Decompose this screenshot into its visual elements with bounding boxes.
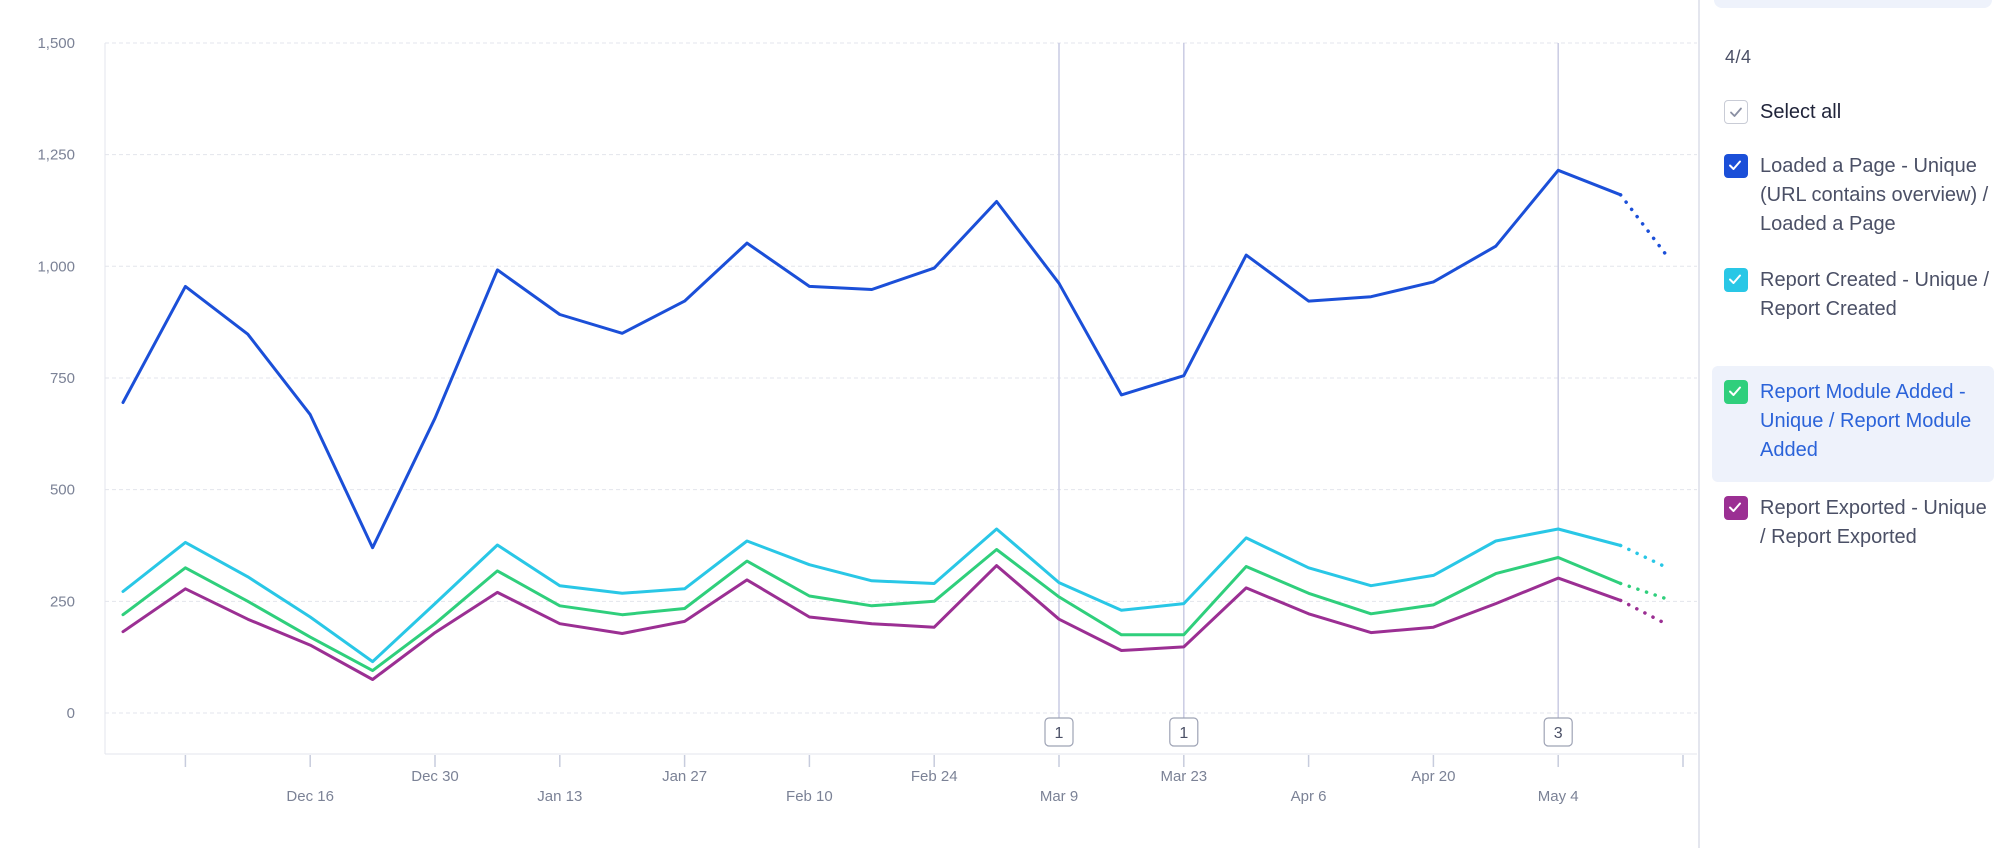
series-projection xyxy=(1618,598,1670,627)
x-tick-label: Feb 10 xyxy=(786,788,833,805)
y-tick-label: 1,000 xyxy=(37,258,75,275)
annotation-marker xyxy=(1543,717,1573,747)
y-tick-label: 500 xyxy=(50,482,75,499)
check-icon xyxy=(1729,160,1741,170)
legend-item-label: Report Exported - Unique / Report Export… xyxy=(1760,497,1987,548)
check-icon xyxy=(1729,386,1741,396)
x-tick-label: May 4 xyxy=(1538,788,1579,805)
annotation-marker xyxy=(1169,717,1199,747)
sidebar-divider xyxy=(1698,0,1700,848)
legend-checkbox[interactable] xyxy=(1724,380,1748,404)
check-icon xyxy=(1730,107,1742,117)
legend-item-report-created[interactable]: Report Created - Unique / Report Created xyxy=(1712,260,1994,356)
legend-item-label: Report Created - Unique / Report Created xyxy=(1760,269,1990,320)
x-tick-label: Apr 6 xyxy=(1291,788,1327,805)
select-all-label: Select all xyxy=(1760,101,1842,123)
annotation-label: 1 xyxy=(1179,725,1188,742)
chart-svg: 0 250 500 750 1,000 1,250 1,500 Dec 16 Dec 30 Jan… xyxy=(37,35,1697,805)
series-line xyxy=(121,564,1623,681)
legend-checkbox[interactable] xyxy=(1724,154,1748,178)
annotation-marker xyxy=(1044,717,1074,747)
y-tick-label: 250 xyxy=(50,593,75,610)
x-tick-label: Dec 30 xyxy=(411,768,459,785)
series-projection xyxy=(1618,543,1670,570)
select-all-checkbox[interactable] xyxy=(1724,100,1748,124)
annotation-label: 3 xyxy=(1554,725,1563,742)
legend-item-label: Loaded a Page - Unique (URL contains ove… xyxy=(1760,155,1989,235)
series-projection xyxy=(1618,193,1670,259)
x-tick-label: Mar 23 xyxy=(1160,768,1207,785)
legend-item-report-exported[interactable]: Report Exported - Unique / Report Export… xyxy=(1712,488,1994,584)
check-icon xyxy=(1729,274,1741,284)
y-tick-label: 1,250 xyxy=(37,147,75,164)
y-tick-label: 1,500 xyxy=(37,35,75,52)
x-tick-label: Mar 9 xyxy=(1040,788,1078,805)
panel-top-strip xyxy=(1714,0,1992,8)
x-tick-label: Jan 13 xyxy=(537,788,582,805)
legend-panel: 4/4 Select all Loaded a Page - Unique (U… xyxy=(1700,0,2000,848)
x-tick-label: Apr 20 xyxy=(1411,768,1455,785)
legend-checkbox[interactable] xyxy=(1724,496,1748,520)
series-line xyxy=(121,527,1623,664)
legend-item-label: Report Module Added - Unique / Report Mo… xyxy=(1760,381,1972,461)
series-projection xyxy=(1618,581,1670,601)
legend-item-loaded-a-page[interactable]: Loaded a Page - Unique (URL contains ove… xyxy=(1712,146,1994,242)
series-line xyxy=(121,548,1623,673)
series-line xyxy=(121,168,1623,550)
y-tick-label: 0 xyxy=(67,705,75,722)
series-count-label: 4/4 xyxy=(1725,47,1752,67)
legend-checkbox[interactable] xyxy=(1724,268,1748,292)
check-icon xyxy=(1729,502,1741,512)
x-tick-label: Jan 27 xyxy=(662,768,707,785)
y-tick-label: 750 xyxy=(50,370,75,387)
x-tick-label: Dec 16 xyxy=(286,788,334,805)
select-all-row[interactable]: Select all xyxy=(1712,92,1994,132)
line-chart: 0 250 500 750 1,000 1,250 1,500 Dec 16 Dec 30 Jan… xyxy=(37,35,1697,805)
x-tick-label: Feb 24 xyxy=(911,768,958,785)
annotation-label: 1 xyxy=(1055,725,1064,742)
legend-item-report-module-added[interactable]: Report Module Added - Unique / Report Mo… xyxy=(1712,366,1994,482)
